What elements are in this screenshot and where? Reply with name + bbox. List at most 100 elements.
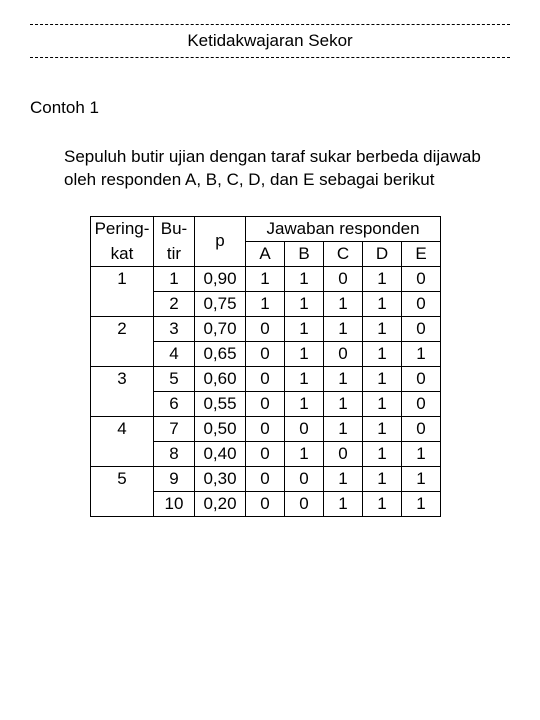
cell-response: 0 — [402, 291, 441, 316]
cell-response: 0 — [285, 491, 324, 516]
cell-response: 1 — [246, 266, 285, 291]
col-header-resp: B — [285, 241, 324, 266]
cell-response: 0 — [402, 391, 441, 416]
col-header-resp: A — [246, 241, 285, 266]
cell-response: 0 — [324, 341, 363, 366]
page: Ketidakwajaran Sekor Contoh 1 Sepuluh bu… — [0, 0, 540, 537]
cell-rank: 1 — [91, 266, 154, 291]
cell-response: 1 — [324, 391, 363, 416]
cell-butir: 4 — [154, 341, 195, 366]
cell-response: 1 — [324, 316, 363, 341]
cell-rank: 5 — [91, 466, 154, 491]
col-header-resp: C — [324, 241, 363, 266]
cell-response: 1 — [285, 441, 324, 466]
cell-response: 0 — [285, 466, 324, 491]
cell-p: 0,50 — [195, 416, 246, 441]
cell-response: 1 — [363, 416, 402, 441]
section-title: Contoh 1 — [30, 98, 510, 118]
col-header-butir: Bu- — [154, 216, 195, 241]
cell-p: 0,30 — [195, 466, 246, 491]
cell-response: 1 — [324, 416, 363, 441]
cell-response: 0 — [324, 441, 363, 466]
cell-response: 0 — [402, 316, 441, 341]
cell-p: 0,60 — [195, 366, 246, 391]
cell-response: 1 — [363, 441, 402, 466]
table-body: 110,901101020,7511110230,700111040,65010… — [91, 266, 441, 516]
cell-response: 0 — [324, 266, 363, 291]
cell-response: 0 — [402, 366, 441, 391]
cell-butir: 3 — [154, 316, 195, 341]
cell-p: 0,20 — [195, 491, 246, 516]
cell-response: 1 — [324, 366, 363, 391]
cell-response: 1 — [285, 341, 324, 366]
cell-response: 0 — [246, 391, 285, 416]
table-row: 40,6501011 — [91, 341, 441, 366]
cell-response: 0 — [246, 466, 285, 491]
table-row: 110,9011010 — [91, 266, 441, 291]
cell-response: 1 — [363, 316, 402, 341]
cell-butir: 1 — [154, 266, 195, 291]
cell-rank: 3 — [91, 366, 154, 391]
cell-response: 0 — [246, 341, 285, 366]
cell-butir: 7 — [154, 416, 195, 441]
cell-response: 1 — [285, 316, 324, 341]
col-header-butir: tir — [154, 241, 195, 266]
cell-response: 1 — [402, 441, 441, 466]
cell-p: 0,70 — [195, 316, 246, 341]
col-header-peringkat: kat — [91, 241, 154, 266]
cell-response: 1 — [363, 266, 402, 291]
cell-p: 0,90 — [195, 266, 246, 291]
cell-response: 1 — [363, 466, 402, 491]
data-table: Pering- Bu- p Jawaban responden kat tir … — [90, 216, 441, 517]
cell-response: 1 — [363, 366, 402, 391]
cell-response: 1 — [402, 466, 441, 491]
cell-rank — [91, 291, 154, 316]
cell-butir: 6 — [154, 391, 195, 416]
cell-response: 1 — [402, 491, 441, 516]
cell-response: 1 — [363, 391, 402, 416]
cell-response: 0 — [246, 316, 285, 341]
cell-butir: 10 — [154, 491, 195, 516]
page-title: Ketidakwajaran Sekor — [30, 29, 510, 53]
cell-response: 1 — [402, 341, 441, 366]
cell-response: 1 — [285, 391, 324, 416]
cell-butir: 8 — [154, 441, 195, 466]
col-header-peringkat: Pering- — [91, 216, 154, 241]
table-head: Pering- Bu- p Jawaban responden kat tir … — [91, 216, 441, 266]
cell-response: 0 — [402, 416, 441, 441]
cell-response: 1 — [285, 291, 324, 316]
cell-response: 1 — [363, 491, 402, 516]
cell-p: 0,75 — [195, 291, 246, 316]
cell-response: 0 — [402, 266, 441, 291]
cell-response: 0 — [285, 416, 324, 441]
table-row: 20,7511110 — [91, 291, 441, 316]
cell-response: 1 — [324, 466, 363, 491]
cell-response: 1 — [324, 491, 363, 516]
table-row: 100,2000111 — [91, 491, 441, 516]
cell-p: 0,65 — [195, 341, 246, 366]
cell-p: 0,55 — [195, 391, 246, 416]
cell-butir: 9 — [154, 466, 195, 491]
cell-rank: 4 — [91, 416, 154, 441]
cell-rank — [91, 341, 154, 366]
cell-response: 0 — [246, 441, 285, 466]
cell-rank — [91, 441, 154, 466]
table-row: 350,6001110 — [91, 366, 441, 391]
cell-response: 0 — [246, 366, 285, 391]
cell-response: 1 — [324, 291, 363, 316]
col-header-jawaban: Jawaban responden — [246, 216, 441, 241]
cell-response: 0 — [246, 416, 285, 441]
cell-response: 1 — [285, 366, 324, 391]
col-header-resp: E — [402, 241, 441, 266]
data-table-wrap: Pering- Bu- p Jawaban responden kat tir … — [90, 216, 510, 517]
cell-response: 1 — [363, 341, 402, 366]
cell-butir: 2 — [154, 291, 195, 316]
cell-response: 1 — [363, 291, 402, 316]
cell-rank — [91, 391, 154, 416]
body-paragraph: Sepuluh butir ujian dengan taraf sukar b… — [64, 146, 500, 192]
cell-response: 1 — [285, 266, 324, 291]
divider-top — [30, 24, 510, 25]
col-header-resp: D — [363, 241, 402, 266]
cell-response: 1 — [246, 291, 285, 316]
cell-butir: 5 — [154, 366, 195, 391]
